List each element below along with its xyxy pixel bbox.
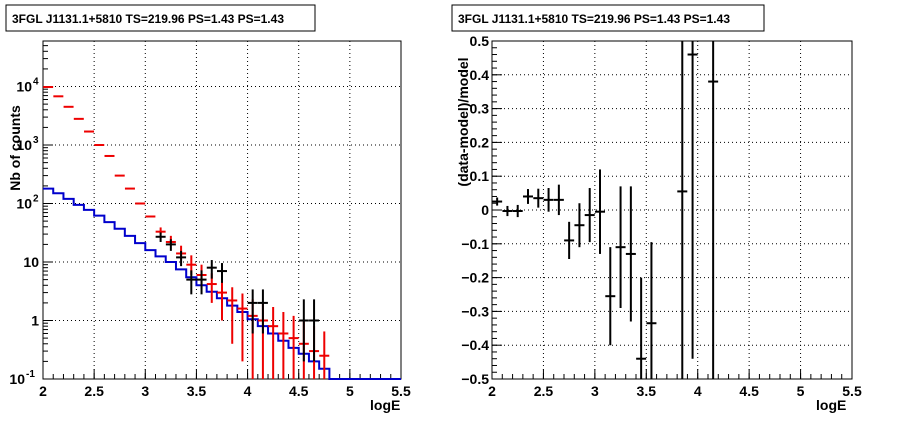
y-tick-label: −0.3 (461, 303, 489, 319)
y-tick-exponent: 3 (33, 135, 39, 146)
x-tick-label: 3 (591, 383, 599, 399)
title-box-left (5, 4, 316, 32)
y-tick-label: −0.2 (461, 270, 489, 286)
y-axis-label-left: Nb of counts (7, 105, 23, 191)
y-tick-label: 0.3 (470, 101, 490, 117)
x-tick-label: 2 (39, 383, 47, 399)
x-tick-label: 4.5 (289, 383, 309, 399)
title-box-right (451, 4, 765, 32)
x-tick-label: 4 (694, 383, 702, 399)
y-tick-label: 0.1 (470, 168, 490, 184)
x-axis-label-left: logE (370, 397, 400, 413)
y-tick-label: −0.1 (461, 236, 489, 252)
y-tick-exponent: 2 (33, 194, 39, 205)
y-tick-exponent: -1 (26, 369, 35, 380)
x-tick-label: 5 (346, 383, 354, 399)
y-tick-label: −0.5 (461, 371, 489, 387)
x-axis-label-right: logE (816, 397, 846, 413)
x-tick-label: 2.5 (84, 383, 104, 399)
x-tick-label: 2.5 (534, 383, 554, 399)
x-tick-label: 4 (244, 383, 252, 399)
y-tick-label: 10 (23, 254, 39, 270)
x-tick-label: 4.5 (739, 383, 759, 399)
y-tick-label: 1 (31, 313, 39, 329)
y-tick-label: 10 (16, 79, 32, 95)
x-tick-label: 5.5 (842, 383, 862, 399)
y-tick-label: −0.4 (461, 337, 489, 353)
y-tick-label: 0.4 (470, 67, 490, 83)
y-tick-label: 0.5 (470, 33, 490, 49)
y-tick-label: 10 (16, 196, 32, 212)
plot-area-left (42, 40, 402, 380)
x-tick-label: 3.5 (187, 383, 207, 399)
x-tick-label: 5 (797, 383, 805, 399)
x-tick-label: 3 (141, 383, 149, 399)
y-tick-label: 10 (9, 371, 25, 387)
y-tick-label: 0.2 (470, 134, 490, 150)
y-tick-exponent: 4 (33, 77, 39, 88)
x-tick-label: 5.5 (391, 383, 411, 399)
y-tick-label: 0 (481, 202, 489, 218)
x-tick-label: 2 (488, 383, 496, 399)
chart-title-right: 3FGL J1131.1+5810 TS=219.96 PS=1.43 PS=1… (458, 12, 730, 26)
chart-title-left: 3FGL J1131.1+5810 TS=219.96 PS=1.43 PS=1… (12, 12, 284, 26)
y-axis-label-right: (data-model)/model (455, 57, 471, 186)
x-tick-label: 3.5 (637, 383, 657, 399)
y-tick-label: 10 (16, 137, 32, 153)
